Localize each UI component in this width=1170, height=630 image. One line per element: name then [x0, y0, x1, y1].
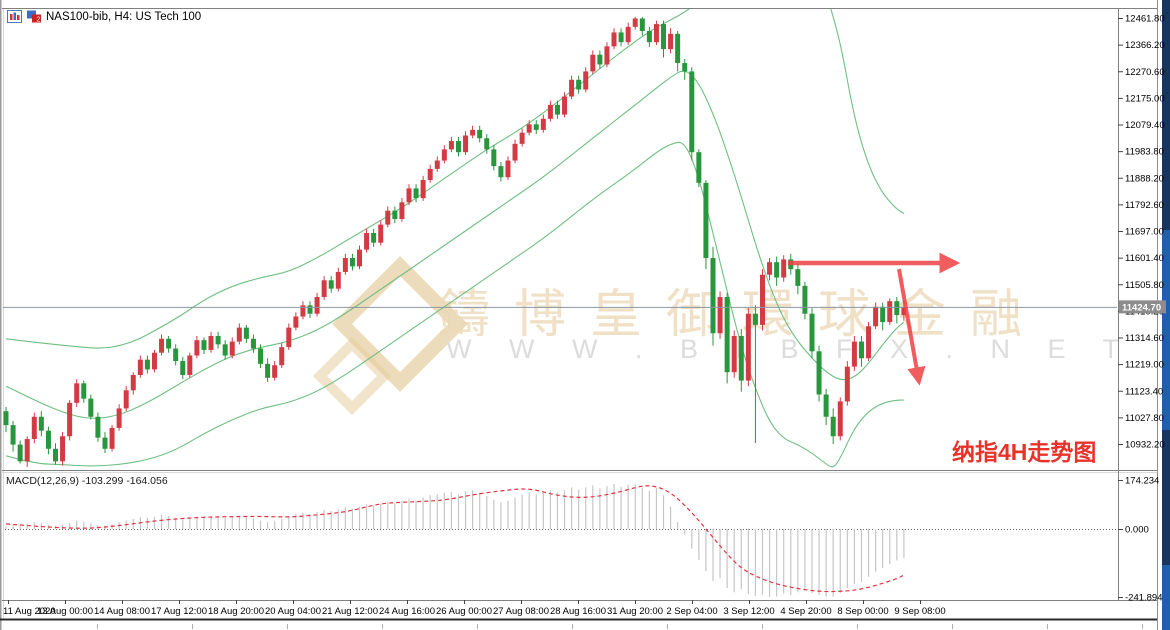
- svg-text:11505.80: 11505.80: [1125, 280, 1164, 291]
- current-price-label: 11424.70: [1122, 302, 1161, 313]
- svg-text:2 Sep 04:00: 2 Sep 04:00: [666, 606, 717, 617]
- svg-text:12366.20: 12366.20: [1125, 40, 1165, 51]
- svg-text:21 Aug 12:00: 21 Aug 12:00: [322, 606, 378, 617]
- chart-title: NAS100-bib, H4: US Tech 100: [46, 11, 202, 23]
- svg-text:14 Aug 08:00: 14 Aug 08:00: [94, 606, 150, 617]
- timeframe-icon: 2: [27, 10, 41, 24]
- watermark-brand-text: 鑄博皇御環球金融: [438, 286, 1047, 344]
- svg-text:11219.00: 11219.00: [1125, 360, 1164, 371]
- svg-text:12270.60: 12270.60: [1125, 67, 1165, 78]
- svg-text:174.234: 174.234: [1125, 476, 1159, 487]
- svg-text:20 Aug 04:00: 20 Aug 04:00: [265, 606, 321, 617]
- svg-text:10932.20: 10932.20: [1125, 440, 1165, 451]
- svg-text:11983.80: 11983.80: [1125, 147, 1164, 158]
- svg-text:11792.60: 11792.60: [1125, 200, 1164, 211]
- svg-text:26 Aug 00:00: 26 Aug 00:00: [436, 606, 492, 617]
- svg-text:11888.20: 11888.20: [1125, 173, 1164, 184]
- svg-text:8 Sep 00:00: 8 Sep 00:00: [837, 606, 888, 617]
- svg-text:11027.80: 11027.80: [1125, 413, 1164, 424]
- trend-annotation-text: 纳指4H走势图: [952, 439, 1097, 465]
- current-price-label-box: [1119, 300, 1166, 314]
- svg-text:12079.40: 12079.40: [1125, 120, 1165, 131]
- svg-text:9 Sep 08:00: 9 Sep 08:00: [894, 606, 945, 617]
- svg-text:0.000: 0.000: [1125, 525, 1149, 536]
- svg-text:4 Sep 20:00: 4 Sep 20:00: [780, 606, 831, 617]
- svg-text:11314.60: 11314.60: [1125, 333, 1164, 344]
- brand-diamond-logo-icon: [312, 256, 468, 416]
- macd-signal-line: [5, 485, 905, 593]
- svg-text:2: 2: [37, 17, 41, 24]
- svg-text:-241.894: -241.894: [1125, 593, 1163, 604]
- svg-text:28 Aug 16:00: 28 Aug 16:00: [550, 606, 606, 617]
- svg-text:18 Aug 20:00: 18 Aug 20:00: [208, 606, 264, 617]
- svg-text:3 Sep 12:00: 3 Sep 12:00: [723, 606, 774, 617]
- svg-text:12175.00: 12175.00: [1125, 93, 1165, 104]
- svg-text:11123.40: 11123.40: [1125, 386, 1163, 397]
- svg-text:17 Aug 12:00: 17 Aug 12:00: [151, 606, 207, 617]
- bollinger-upper: [5, 9, 905, 349]
- svg-text:11 Aug 2020: 11 Aug 2020: [3, 606, 56, 617]
- svg-text:11601.40: 11601.40: [1125, 253, 1164, 264]
- down-arrow: [897, 268, 926, 386]
- svg-text:11697.00: 11697.00: [1125, 227, 1164, 238]
- svg-text:27 Aug 08:00: 27 Aug 08:00: [493, 606, 549, 617]
- svg-text:13 Aug 00:00: 13 Aug 00:00: [37, 606, 93, 617]
- chart-type-icon: [7, 10, 22, 23]
- macd-indicator-label: MACD(12,26,9) -103.299 -164.056: [6, 475, 168, 487]
- watermark-url-text: W W W . B I B F X . N E T: [446, 334, 1135, 364]
- svg-text:31 Aug 20:00: 31 Aug 20:00: [607, 606, 663, 617]
- svg-text:24 Aug 16:00: 24 Aug 16:00: [379, 606, 435, 617]
- bollinger-middle: [5, 70, 905, 419]
- bollinger-lower: [5, 141, 904, 468]
- svg-text:12461.80: 12461.80: [1125, 14, 1165, 25]
